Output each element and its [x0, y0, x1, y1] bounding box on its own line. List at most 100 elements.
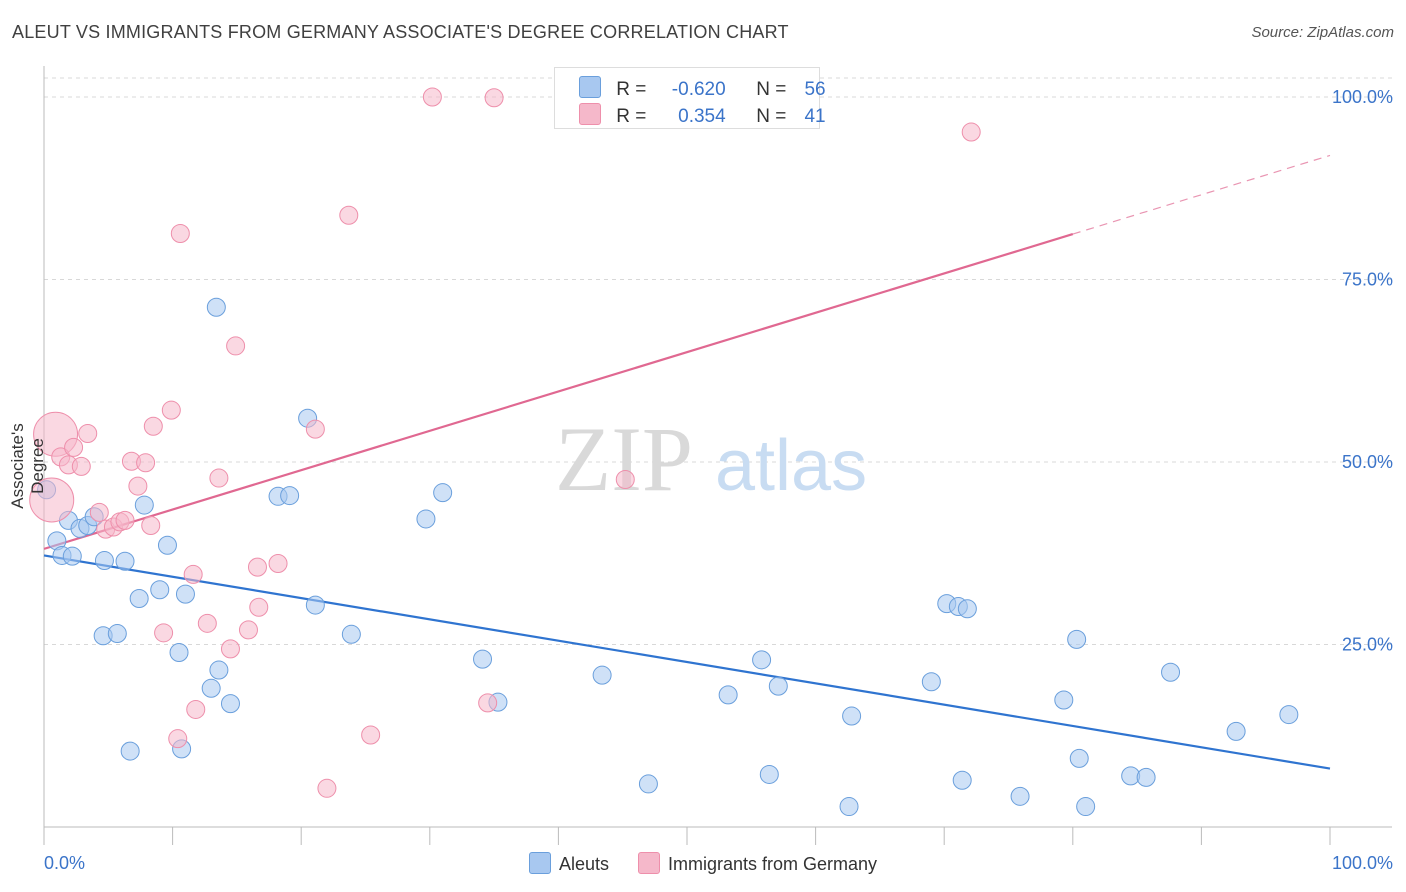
- aleut-point: [115, 551, 135, 571]
- germany-point: [141, 516, 161, 536]
- r-label: R =: [616, 79, 647, 100]
- r-value: -0.620: [671, 79, 726, 100]
- aleut-point: [62, 546, 82, 566]
- aleut-point: [921, 672, 941, 692]
- germany-point: [168, 729, 188, 749]
- germany-point: [484, 88, 504, 108]
- aleut-point: [209, 660, 229, 680]
- aleut-point: [341, 624, 361, 644]
- germany-trend-extension: [1072, 154, 1331, 235]
- aleut-point: [201, 678, 221, 698]
- aleut-point: [1226, 721, 1246, 741]
- aleut-point: [1067, 629, 1087, 649]
- aleuts-swatch: [579, 76, 601, 98]
- n-label: N =: [756, 79, 787, 100]
- germany-point: [478, 693, 498, 713]
- r-label: R =: [616, 106, 647, 127]
- aleut-point: [94, 551, 114, 571]
- series-legend: Aleuts Immigrants from Germany: [0, 852, 1406, 875]
- source-label: Source: ZipAtlas.com: [1251, 24, 1394, 41]
- aleut-point: [433, 483, 453, 503]
- legend-label-aleuts: Aleuts: [558, 854, 609, 874]
- stats-legend: R = -0.620 N = 56 R = 0.354 N = 41: [554, 67, 826, 129]
- x-tick-label-max: 100.0%: [1332, 853, 1393, 873]
- aleut-point: [416, 509, 436, 529]
- y-tick-label: 50.0%: [1342, 452, 1393, 472]
- watermark: ZIP atlas: [555, 408, 867, 510]
- aleut-point: [150, 580, 170, 600]
- germany-point: [186, 699, 206, 719]
- aleut-point: [842, 706, 862, 726]
- aleut-point: [638, 774, 658, 794]
- germany-point: [136, 453, 156, 473]
- y-tick-label: 25.0%: [1342, 635, 1393, 655]
- aleut-point: [952, 770, 972, 790]
- aleut-point: [107, 624, 127, 644]
- aleut-point: [220, 694, 240, 714]
- aleut-point: [957, 599, 977, 619]
- stats-row-aleuts: R = -0.620 N = 56: [579, 76, 826, 100]
- aleut-point: [1279, 705, 1299, 725]
- germany-point: [238, 620, 258, 640]
- germany-point: [115, 510, 135, 530]
- aleut-point: [1076, 797, 1096, 817]
- germany-point: [220, 639, 240, 659]
- watermark-atlas: atlas: [715, 426, 867, 506]
- chart-title: ALEUT VS IMMIGRANTS FROM GERMANY ASSOCIA…: [12, 22, 789, 42]
- germany-point: [961, 122, 981, 142]
- germany-point: [249, 597, 269, 617]
- germany-point: [71, 456, 91, 476]
- y-axis-label: Associate's Degree: [8, 423, 47, 509]
- germany-point: [183, 564, 203, 584]
- aleut-point: [759, 764, 779, 784]
- legend-item-germany[interactable]: Immigrants from Germany: [638, 852, 877, 875]
- y-tick-label: 75.0%: [1342, 270, 1393, 290]
- n-value: 56: [804, 79, 826, 100]
- germany-point: [226, 336, 246, 356]
- aleut-point: [134, 495, 154, 515]
- germany-point: [339, 205, 359, 225]
- watermark-zip: ZIP: [555, 408, 693, 510]
- germany-point: [361, 725, 381, 745]
- aleut-point: [839, 797, 859, 817]
- x-tick-label-min: 0.0%: [44, 853, 85, 873]
- aleut-point: [768, 676, 788, 696]
- aleut-point: [473, 649, 493, 669]
- aleut-point: [206, 297, 226, 317]
- germany-point: [143, 416, 163, 436]
- aleut-point: [169, 643, 189, 663]
- germany-point: [89, 502, 109, 522]
- germany-trend-line: [43, 233, 1074, 550]
- germany-point: [78, 424, 98, 444]
- germany-point: [615, 470, 635, 490]
- legend-item-aleuts[interactable]: Aleuts: [528, 852, 609, 875]
- germany-point: [317, 778, 337, 798]
- r-value: 0.354: [678, 106, 726, 127]
- aleut-point: [752, 650, 772, 670]
- aleut-point: [120, 741, 140, 761]
- germany-point: [209, 468, 229, 488]
- germany-legend-swatch: [638, 852, 660, 874]
- germany-point: [128, 476, 148, 496]
- germany-point: [64, 437, 84, 457]
- trend-lines: [43, 154, 1331, 770]
- germany-point: [422, 87, 442, 107]
- germany-swatch: [579, 103, 601, 125]
- aleut-point: [718, 685, 738, 705]
- gridlines: [44, 77, 1392, 645]
- aleut-point: [592, 665, 612, 685]
- aleut-point: [1136, 767, 1156, 787]
- aleut-point: [1161, 662, 1181, 682]
- aleut-trend-line: [43, 554, 1331, 770]
- germany-point: [197, 613, 217, 633]
- aleut-point: [1010, 786, 1030, 806]
- aleut-point: [1054, 690, 1074, 710]
- aleut-point: [305, 595, 325, 615]
- germany-point: [247, 557, 267, 577]
- legend-label-germany: Immigrants from Germany: [668, 854, 878, 874]
- germany-point: [29, 477, 75, 523]
- y-tick-label: 100.0%: [1332, 87, 1393, 107]
- tick-labels: 25.0% 50.0% 75.0% 100.0% 0.0% 100.0%: [44, 87, 1393, 873]
- aleut-point: [129, 589, 149, 609]
